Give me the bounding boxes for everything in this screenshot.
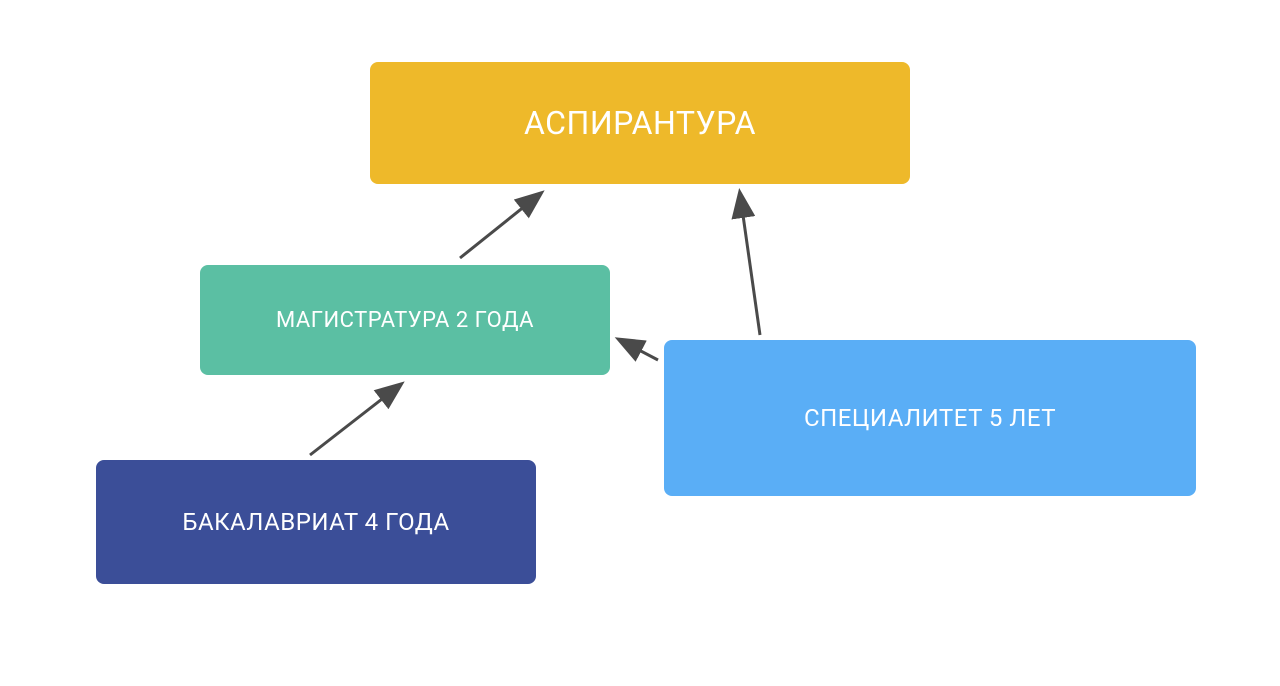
edge-arrow xyxy=(310,385,400,455)
node-label: АСПИРАНТУРА xyxy=(524,104,756,142)
node-label: МАГИСТРАТУРА 2 ГОДА xyxy=(276,308,534,333)
edge-arrow xyxy=(460,194,540,258)
node-label: БАКАЛАВРИАТ 4 ГОДА xyxy=(182,508,449,536)
node-aspirantura: АСПИРАНТУРА xyxy=(370,62,910,184)
node-bakalavriat: БАКАЛАВРИАТ 4 ГОДА xyxy=(96,460,536,584)
edge-arrow xyxy=(620,340,658,360)
node-label: СПЕЦИАЛИТЕТ 5 ЛЕТ xyxy=(804,404,1056,432)
edge-arrow xyxy=(740,194,760,335)
node-magistratura: МАГИСТРАТУРА 2 ГОДА xyxy=(200,265,610,375)
node-specialitet: СПЕЦИАЛИТЕТ 5 ЛЕТ xyxy=(664,340,1196,496)
